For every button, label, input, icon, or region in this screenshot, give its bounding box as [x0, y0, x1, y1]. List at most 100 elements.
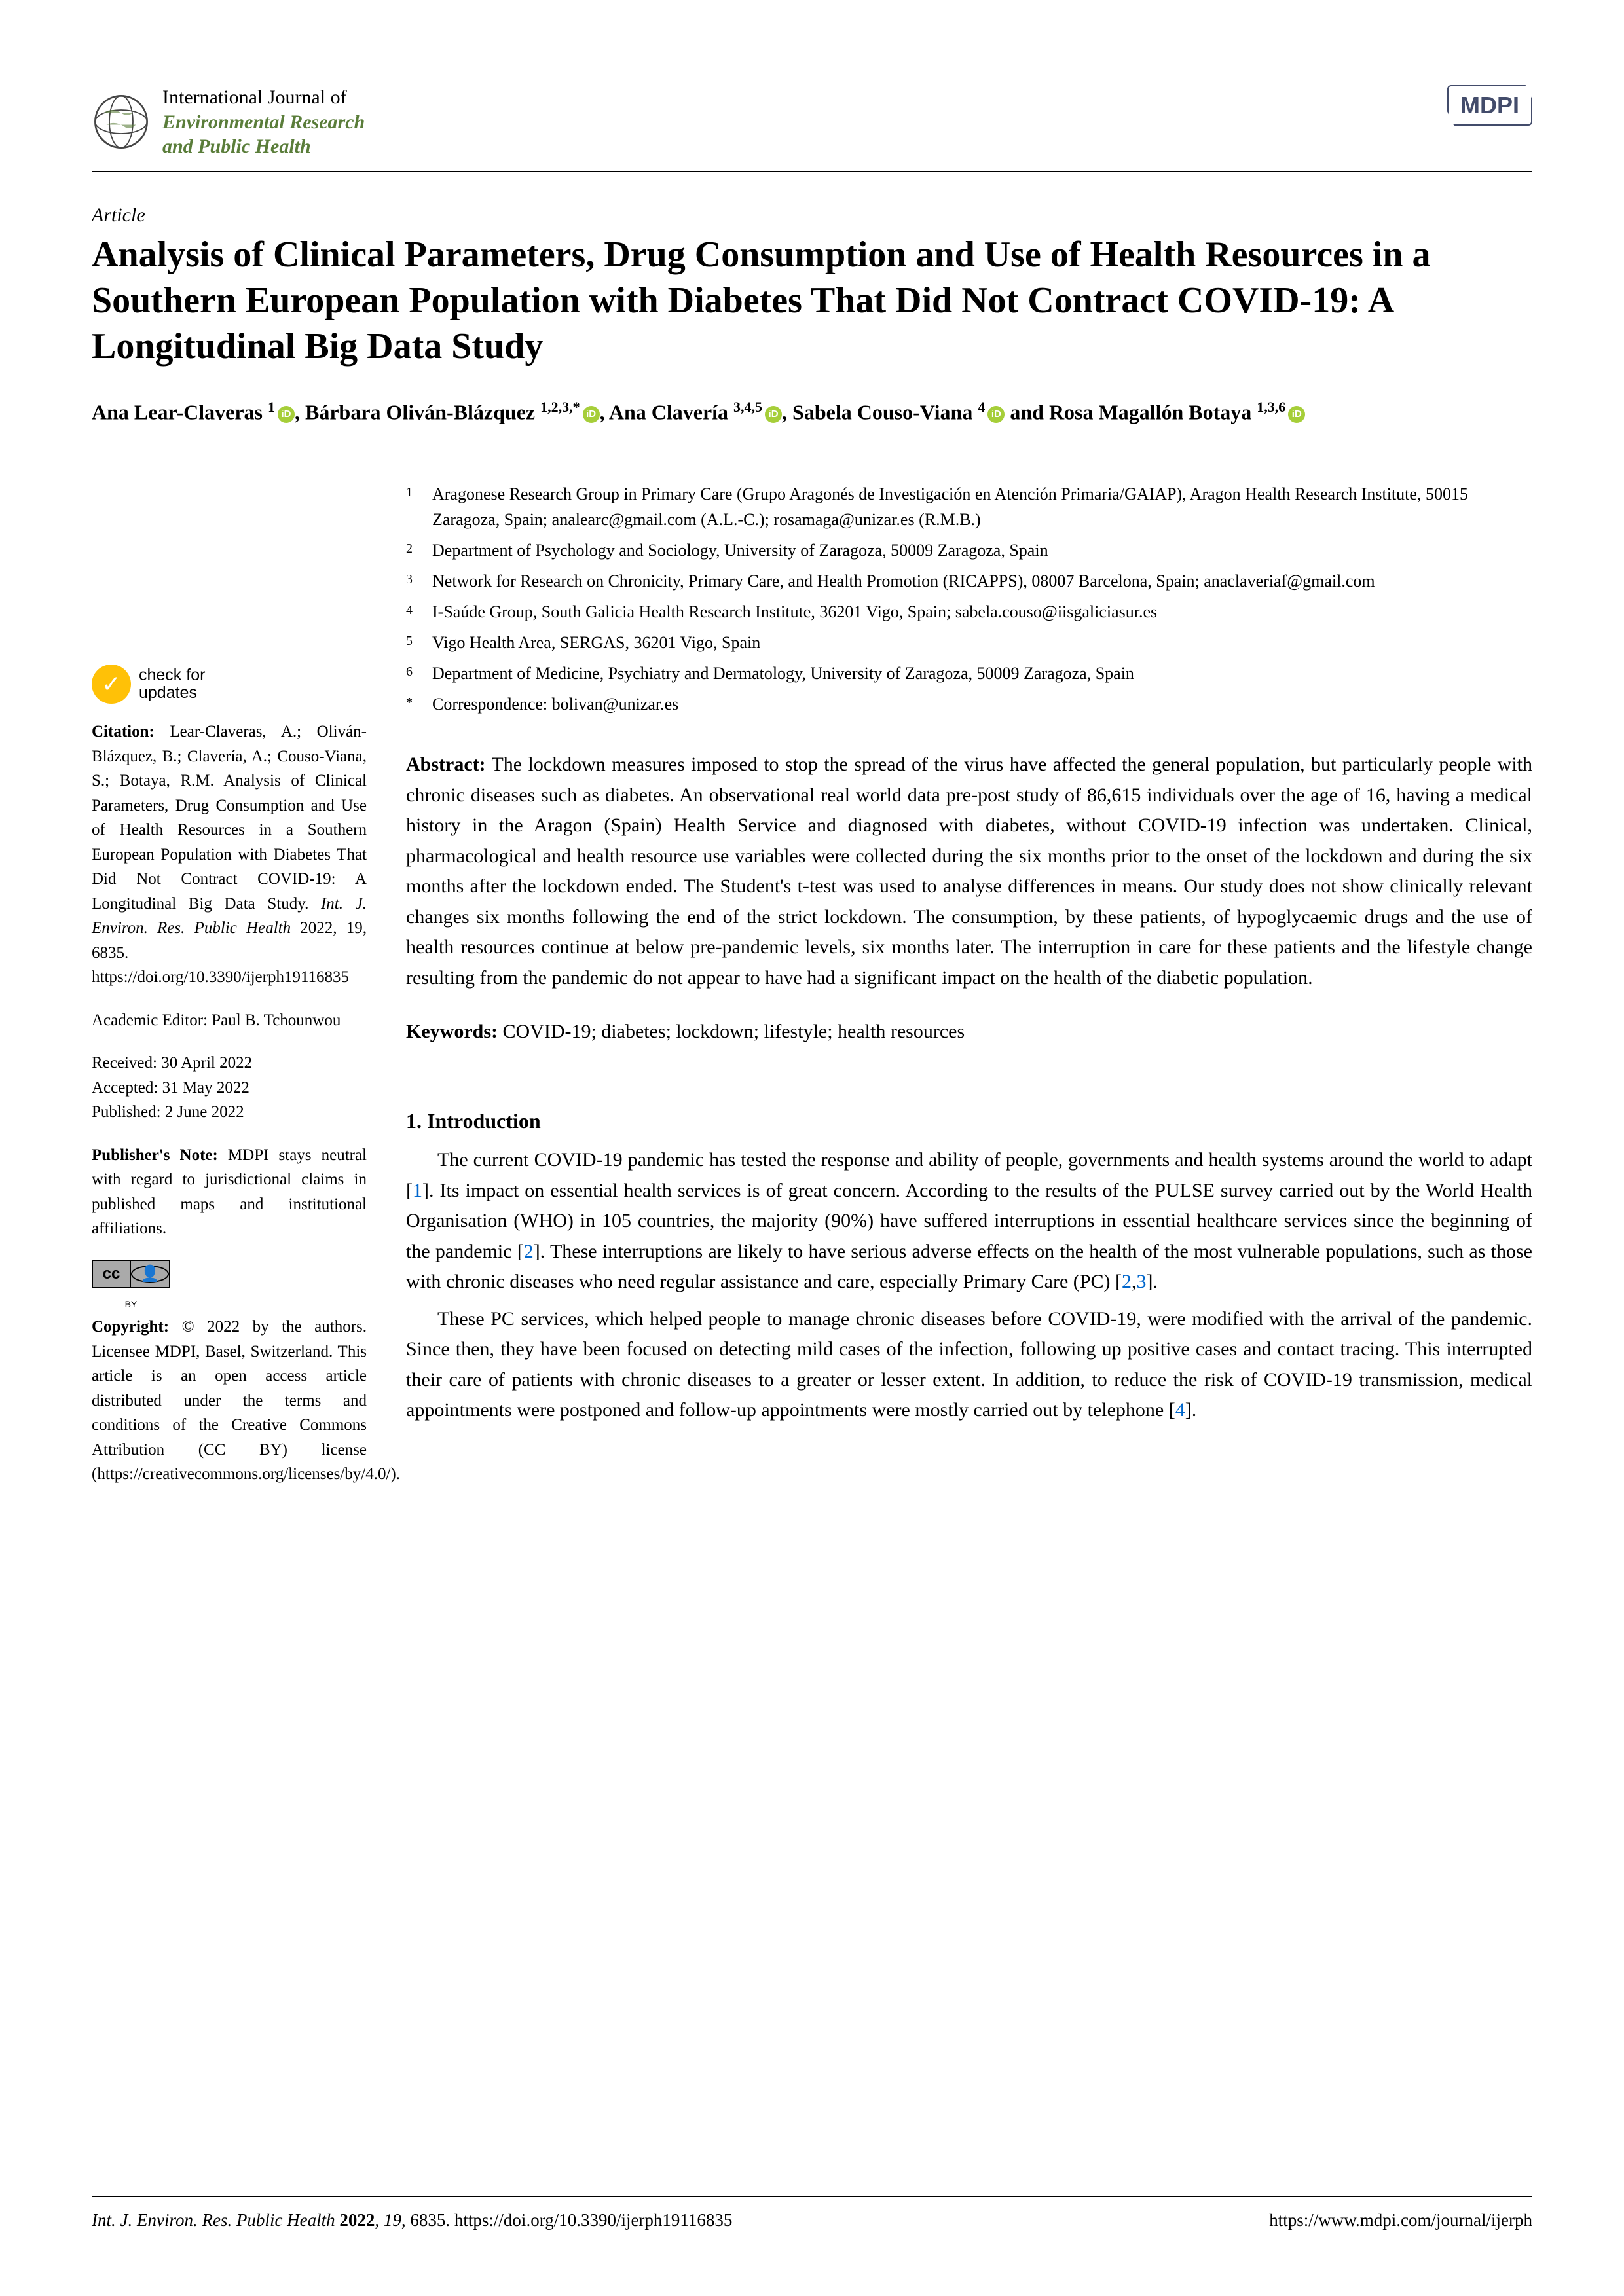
footer: Int. J. Environ. Res. Public Health 2022…: [92, 2196, 1532, 2231]
footer-right[interactable]: https://www.mdpi.com/journal/ijerph: [1269, 2210, 1532, 2231]
abstract: Abstract: The lockdown measures imposed …: [406, 750, 1532, 993]
copyright-block: Copyright: © 2022 by the authors. Licens…: [92, 1315, 367, 1487]
date-published: Published: 2 June 2022: [92, 1100, 367, 1125]
copyright-label: Copyright:: [92, 1318, 169, 1336]
author-affil: 4: [978, 399, 985, 415]
corresponding-star: *: [573, 399, 580, 415]
affiliation: 3Network for Research on Chronicity, Pri…: [406, 568, 1532, 594]
affil-text: Department of Psychology and Sociology, …: [432, 538, 1532, 563]
date-received: Received: 30 April 2022: [92, 1051, 367, 1076]
author: Ana Clavería: [609, 400, 728, 424]
correspondence: *Correspondence: bolivan@unizar.es: [406, 691, 1532, 717]
journal-line3: and Public Health: [162, 134, 365, 159]
affiliation: 2Department of Psychology and Sociology,…: [406, 538, 1532, 563]
check-line2: updates: [139, 684, 205, 702]
ref-link[interactable]: 4: [1175, 1399, 1185, 1421]
journal-line2: Environmental Research: [162, 110, 365, 135]
author-affil: 1: [268, 399, 275, 415]
orcid-icon[interactable]: [583, 406, 600, 423]
orcid-icon[interactable]: [278, 406, 295, 423]
text: ]. These interruptions are likely to hav…: [406, 1241, 1532, 1293]
orcid-icon[interactable]: [987, 406, 1005, 423]
journal-line1: International Journal of: [162, 85, 365, 110]
keywords: Keywords: COVID-19; diabetes; lockdown; …: [406, 1021, 1532, 1043]
abstract-text: The lockdown measures imposed to stop th…: [406, 754, 1532, 989]
article-type: Article: [92, 204, 1532, 227]
affil-text: Correspondence: bolivan@unizar.es: [432, 691, 1532, 717]
date-accepted: Accepted: 31 May 2022: [92, 1076, 367, 1101]
publishers-note: Publisher's Note: MDPI stays neutral wit…: [92, 1143, 367, 1241]
keywords-label: Keywords:: [406, 1021, 498, 1042]
affil-num: 6: [406, 661, 432, 686]
ref-link[interactable]: 1: [413, 1180, 422, 1201]
author: Sabela Couso-Viana: [792, 400, 972, 424]
check-updates[interactable]: ✓ check for updates: [92, 665, 367, 704]
body-paragraph: The current COVID-19 pandemic has tested…: [406, 1145, 1532, 1298]
check-updates-text: check for updates: [139, 666, 205, 702]
citation-block: Citation: Lear-Claveras, A.; Oliván-Bláz…: [92, 720, 367, 990]
copyright-text: © 2022 by the authors. Licensee MDPI, Ba…: [92, 1318, 400, 1483]
ref-link[interactable]: 2: [524, 1241, 534, 1262]
authors-line: Ana Lear-Claveras 1, Bárbara Oliván-Bláz…: [92, 395, 1532, 429]
affil-num: 5: [406, 630, 432, 655]
journal-block: International Journal of Environmental R…: [92, 85, 365, 159]
check-updates-icon: ✓: [92, 665, 131, 704]
orcid-icon[interactable]: [765, 406, 782, 423]
by-icon: 👤: [131, 1261, 169, 1287]
affil-num: 3: [406, 568, 432, 594]
body-paragraph: These PC services, which helped people t…: [406, 1304, 1532, 1426]
header: International Journal of Environmental R…: [92, 85, 1532, 172]
affiliation: 5Vigo Health Area, SERGAS, 36201 Vigo, S…: [406, 630, 1532, 655]
mdpi-logo: MDPI: [1447, 85, 1532, 126]
abstract-label: Abstract:: [406, 754, 486, 775]
footer-rest: , 19, 6835. https://doi.org/10.3390/ijer…: [375, 2210, 732, 2230]
text: These PC services, which helped people t…: [406, 1308, 1532, 1421]
affil-num: *: [406, 691, 432, 717]
ref-link[interactable]: 2: [1122, 1271, 1132, 1292]
article-title: Analysis of Clinical Parameters, Drug Co…: [92, 232, 1532, 369]
cc-license-badge[interactable]: cc 👤 BY: [92, 1260, 170, 1311]
orcid-icon[interactable]: [1288, 406, 1305, 423]
affil-text: I-Saúde Group, South Galicia Health Rese…: [432, 599, 1532, 625]
text: ].: [1185, 1399, 1197, 1421]
affil-num: 1: [406, 481, 432, 532]
text: ].: [1146, 1271, 1158, 1292]
editor-label: Academic Editor:: [92, 1011, 208, 1029]
sidebar: ✓ check for updates Citation: Lear-Clave…: [92, 481, 367, 1505]
pubnote-label: Publisher's Note:: [92, 1146, 218, 1164]
affil-num: 2: [406, 538, 432, 563]
citation-label: Citation:: [92, 723, 155, 740]
ref-link[interactable]: 3: [1136, 1271, 1146, 1292]
affiliations: 1Aragonese Research Group in Primary Car…: [406, 481, 1532, 717]
citation-text: Lear-Claveras, A.; Oliván-Blázquez, B.; …: [92, 723, 367, 913]
affil-text: Vigo Health Area, SERGAS, 36201 Vigo, Sp…: [432, 630, 1532, 655]
dates-block: Received: 30 April 2022 Accepted: 31 May…: [92, 1051, 367, 1125]
affil-num: 4: [406, 599, 432, 625]
author: Ana Lear-Claveras: [92, 400, 263, 424]
author: Bárbara Oliván-Blázquez: [305, 400, 535, 424]
affiliation: 1Aragonese Research Group in Primary Car…: [406, 481, 1532, 532]
affiliation: 6Department of Medicine, Psychiatry and …: [406, 661, 1532, 686]
affil-text: Department of Medicine, Psychiatry and D…: [432, 661, 1532, 686]
author-affil: 1,2,3,: [540, 399, 573, 415]
check-line1: check for: [139, 666, 205, 685]
cc-icon: cc: [93, 1261, 131, 1287]
footer-journal: Int. J. Environ. Res. Public Health: [92, 2210, 339, 2230]
by-label: BY: [92, 1298, 170, 1311]
main-content: 1Aragonese Research Group in Primary Car…: [406, 481, 1532, 1505]
main-two-column: ✓ check for updates Citation: Lear-Clave…: [92, 481, 1532, 1505]
journal-name: International Journal of Environmental R…: [162, 85, 365, 159]
editor-name: Paul B. Tchounwou: [208, 1011, 341, 1029]
section-heading: 1. Introduction: [406, 1109, 1532, 1133]
author-affil: 1,3,6: [1257, 399, 1285, 415]
affil-text: Aragonese Research Group in Primary Care…: [432, 481, 1532, 532]
keywords-text: COVID-19; diabetes; lockdown; lifestyle;…: [498, 1021, 965, 1042]
affil-text: Network for Research on Chronicity, Prim…: [432, 568, 1532, 594]
editor-block: Academic Editor: Paul B. Tchounwou: [92, 1008, 367, 1033]
affiliation: 4I-Saúde Group, South Galicia Health Res…: [406, 599, 1532, 625]
author-affil: 3,4,5: [733, 399, 762, 415]
globe-icon: [92, 92, 151, 151]
footer-year: 2022: [339, 2210, 375, 2230]
footer-left: Int. J. Environ. Res. Public Health 2022…: [92, 2210, 732, 2231]
author: Rosa Magallón Botaya: [1049, 400, 1251, 424]
